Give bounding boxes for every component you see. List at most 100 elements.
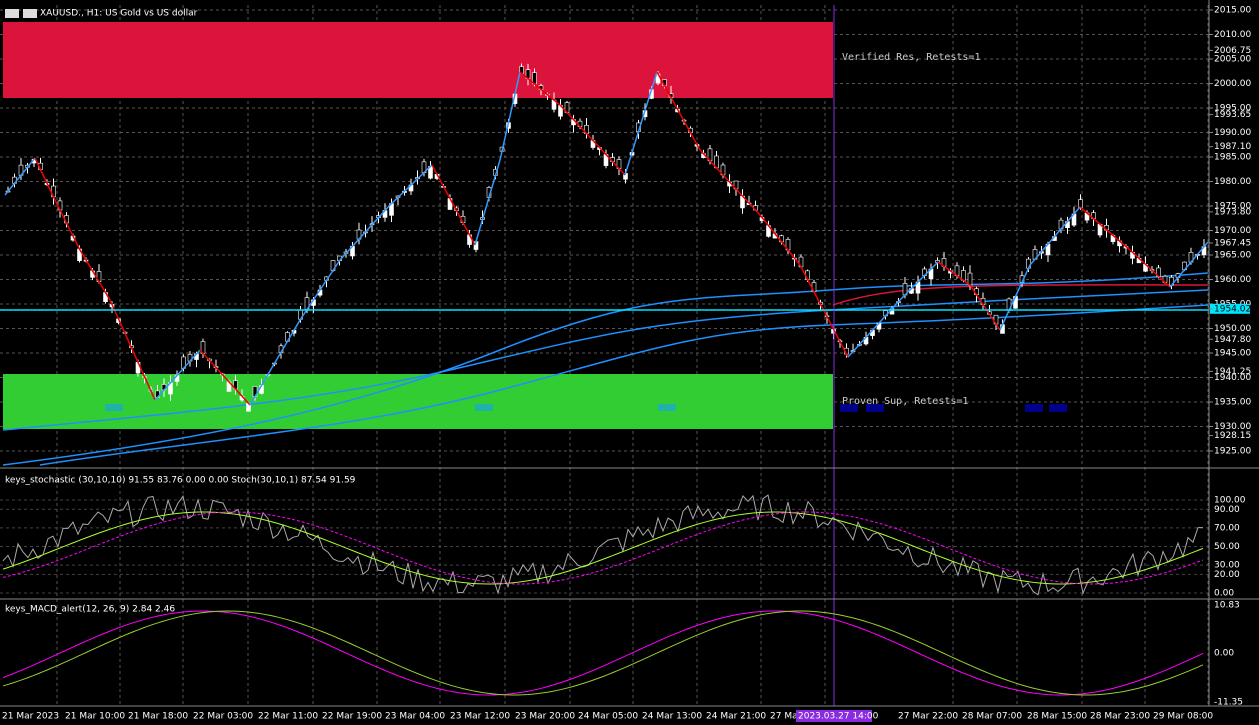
time-label: 27 Mar 22:00 (898, 712, 958, 722)
price-label: 1980.00 (1214, 177, 1251, 187)
stoch-label: 0.00 (1214, 589, 1234, 599)
price-label: 1985.00 (1214, 153, 1251, 163)
ma-line (2, 272, 1209, 466)
macd-main (2, 610, 1204, 696)
zigzag (1029, 206, 1081, 266)
zigzag (34, 157, 56, 201)
price-label: 1941.25 (1214, 367, 1251, 377)
zigzag (431, 164, 476, 246)
support-zone (3, 374, 833, 429)
time-label: 24 Mar 21:00 (706, 712, 766, 722)
zigzag (759, 214, 801, 266)
price-label: 1947.80 (1214, 335, 1251, 345)
zigzag (474, 159, 501, 246)
time-label: 28 Mar 07:00 (962, 712, 1022, 722)
resistance-zone (3, 22, 833, 98)
zigzag (499, 71, 521, 161)
zigzag (899, 261, 939, 301)
time-label: 21 Mar 10:00 (65, 712, 125, 722)
icon (23, 9, 37, 18)
zigzag (389, 164, 433, 206)
time-label: 23 Mar 20:00 (515, 712, 575, 722)
zigzag (937, 261, 971, 286)
stoch-label: 20.00 (1214, 570, 1240, 580)
price-label: 1950.00 (1214, 324, 1251, 334)
time-label: 28 Mar 15:00 (1027, 712, 1087, 722)
zigzag (54, 199, 81, 251)
zigzag (799, 264, 849, 358)
zigzag (519, 71, 561, 106)
moving-averages (2, 272, 1209, 466)
price-label: 1925.00 (1214, 447, 1251, 457)
chart-title: XAUUSD., H1: US Gold vs US dollar (40, 9, 198, 19)
time-label: 21 Mar 18:00 (128, 712, 188, 722)
marker (1049, 404, 1067, 412)
stoch-signal (2, 511, 1204, 585)
marker (1025, 404, 1043, 412)
zigzag (699, 149, 761, 216)
zigzag (656, 71, 701, 151)
stoch-label: 30.00 (1214, 561, 1240, 571)
candle-body (1078, 199, 1083, 208)
icon (5, 9, 19, 18)
macd-label: -11.35 (1214, 698, 1243, 708)
macd-label: 0.00 (1214, 649, 1234, 659)
price-label: 1993.65 (1214, 110, 1251, 120)
zigzag (154, 349, 201, 401)
marker (105, 404, 123, 411)
zigzag (79, 249, 111, 301)
stoch-label: 100.00 (1214, 496, 1246, 506)
zigzag (109, 299, 156, 401)
time-label: 29 Mar 08:00 (1153, 712, 1213, 722)
ma-line (2, 289, 1209, 431)
stoch-label: 50.00 (1214, 542, 1240, 552)
price-label: 1995.00 (1214, 104, 1251, 114)
price-highlight (1210, 303, 1250, 314)
stoch-main (2, 494, 1204, 596)
stoch-label: 90.00 (1214, 505, 1240, 515)
resistance-label: Verified Res, Retests=1 (842, 52, 980, 63)
price-label: 1975.00 (1214, 202, 1251, 212)
stoch-label: 70.00 (1214, 523, 1240, 533)
zigzag (969, 284, 1001, 331)
price-label: 2005.00 (1214, 55, 1251, 65)
time-label: 24 Mar 05:00 (578, 712, 638, 722)
macd-label: 10.83 (1214, 601, 1240, 611)
zigzag (1129, 249, 1171, 288)
stoch-slow (2, 511, 1204, 585)
macd-signal (2, 610, 1204, 696)
zigzag (1079, 206, 1131, 251)
zigzag (559, 104, 626, 176)
marker (840, 404, 858, 412)
price-label: 1930.00 (1214, 422, 1251, 432)
price-label: 1987.10 (1214, 142, 1251, 152)
price-label: 1935.00 (1214, 398, 1251, 408)
price-label: 1965.00 (1214, 251, 1251, 261)
zigzag (339, 204, 391, 261)
time-label: 28 Mar 23:00 (1090, 712, 1150, 722)
zigzag (999, 264, 1031, 331)
price-label: 1973.80 (1214, 207, 1251, 217)
price-label: 2010.00 (1214, 30, 1251, 40)
marker (658, 404, 676, 411)
price-label: 1967.45 (1214, 238, 1251, 248)
time-label: 27 Ma (770, 712, 798, 722)
zigzag (624, 71, 658, 176)
zigzag (4, 157, 36, 196)
support-label: Proven Sup, Retests=1 (842, 396, 968, 407)
price-label: 1928.15 (1214, 431, 1251, 441)
zigzag (1169, 241, 1209, 288)
marker (866, 404, 884, 412)
price-label: 1945.00 (1214, 349, 1251, 359)
time-label: 22 Mar 11:00 (258, 712, 318, 722)
cursor-label: 2023.03.27 14:00 (798, 712, 879, 722)
stochastic-title: keys_stochastic (30,10,10) 91.55 83.76 0… (5, 476, 356, 486)
time-label: 23 Mar 04:00 (385, 712, 445, 722)
price-label: 1940.00 (1214, 373, 1251, 383)
ma-line (39, 304, 1209, 466)
time-label: 21 Mar 2023 (2, 712, 59, 722)
zigzag (199, 349, 251, 406)
price-label: 2006.75 (1214, 46, 1251, 56)
price-label: 2000.00 (1214, 79, 1251, 89)
macd-title: keys_MACD_alert(12, 26, 9) 2.84 2.46 (5, 605, 175, 615)
